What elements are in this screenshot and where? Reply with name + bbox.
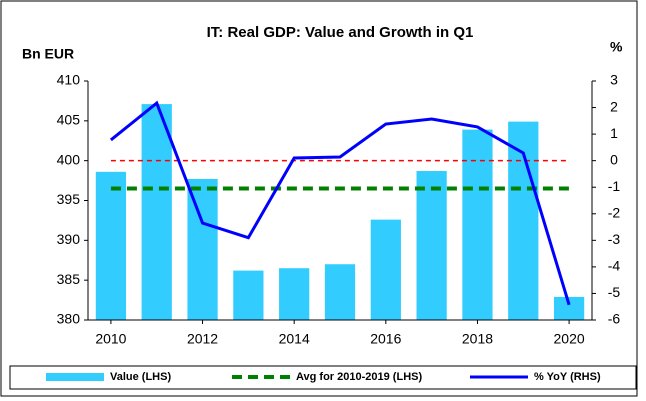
- legend-label: % YoY (RHS): [534, 371, 601, 383]
- bar: [553, 296, 585, 320]
- x-tick-label: 2012: [187, 331, 218, 347]
- line: [109, 100, 571, 306]
- y-tick-label: 390: [57, 231, 81, 247]
- bar: [324, 264, 356, 320]
- bar: [187, 178, 218, 320]
- y-tick-label: 385: [57, 271, 81, 287]
- bar: [233, 270, 264, 320]
- legend-label: Avg for 2010-2019 (LHS): [296, 371, 422, 383]
- legend-swatch: [46, 373, 104, 381]
- bar: [462, 129, 493, 320]
- y2-tick-label: 1: [610, 125, 618, 141]
- y2-tick-label: 2: [610, 98, 618, 114]
- y2-tick-label: -4: [608, 258, 621, 274]
- bar: [279, 268, 310, 320]
- y-tick-label: 405: [57, 112, 81, 128]
- legend-label: Value (LHS): [110, 371, 171, 383]
- y2-tick-label: -3: [608, 231, 621, 247]
- y2-tick-label: 3: [610, 72, 618, 88]
- legend-box: [9, 365, 637, 390]
- y2-tick-label: -1: [608, 178, 621, 194]
- bar: [416, 171, 447, 320]
- x-tick-label: 2020: [554, 331, 585, 347]
- y2-tick-label: -6: [608, 311, 621, 327]
- y2-tick-label: 0: [610, 151, 618, 167]
- y2-axis-label: %: [610, 39, 623, 55]
- bar: [95, 171, 127, 320]
- y-axis-label: Bn EUR: [22, 46, 74, 62]
- y-tick-label: 400: [57, 151, 81, 167]
- chart-title: IT: Real GDP: Value and Growth in Q1: [207, 24, 474, 41]
- y2-tick-label: -2: [608, 204, 621, 220]
- bar: [370, 219, 401, 320]
- y-tick-label: 395: [57, 191, 81, 207]
- x-tick-label: 2010: [95, 331, 126, 347]
- y-tick-label: 380: [57, 311, 81, 327]
- x-tick-label: 2016: [370, 331, 401, 347]
- y-tick-label: 410: [57, 72, 81, 88]
- bar: [141, 104, 172, 320]
- y2-tick-label: -5: [608, 284, 621, 300]
- x-tick-label: 2014: [279, 331, 310, 347]
- x-tick-label: 2018: [462, 331, 493, 347]
